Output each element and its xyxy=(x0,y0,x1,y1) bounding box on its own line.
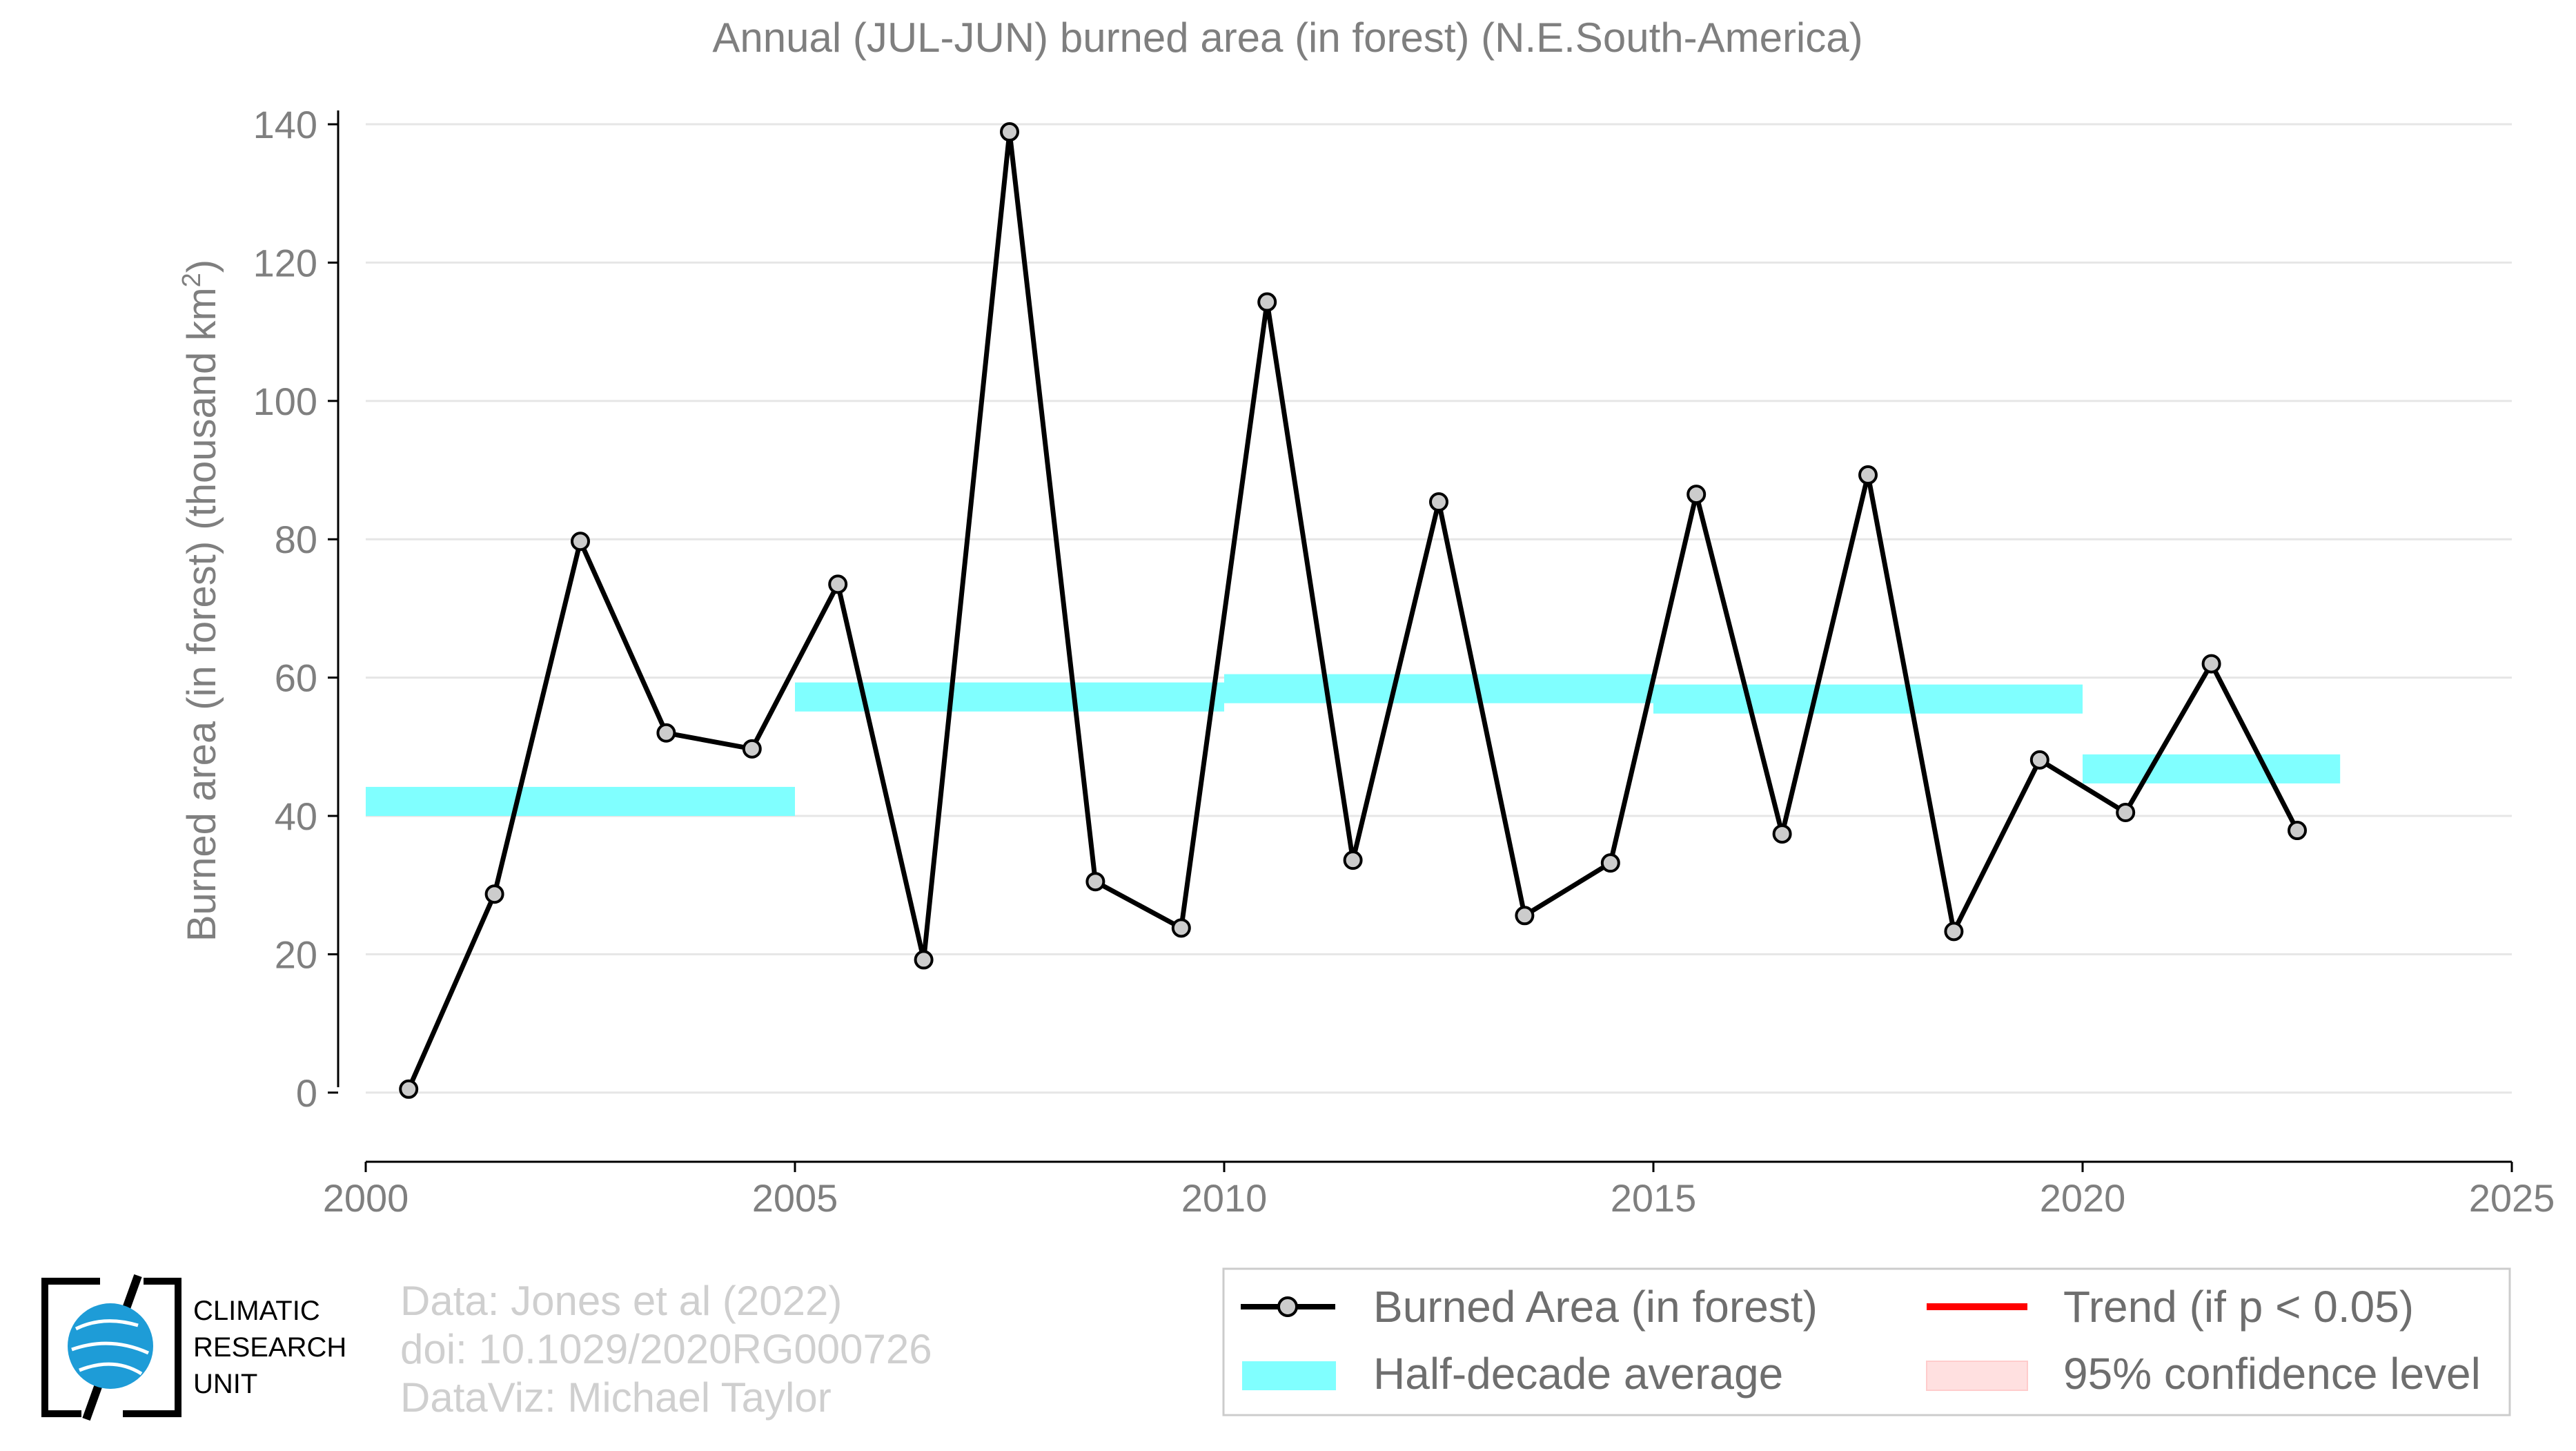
x-tick-label: 2005 xyxy=(752,1176,838,1220)
half-decade-bar xyxy=(366,786,795,817)
globe-swirl-icon xyxy=(71,1319,150,1376)
y-axis-label: Burned area (in forest) (thousand km2) xyxy=(177,260,224,942)
half-decade-bar xyxy=(1224,674,1653,703)
y-tick-label: 140 xyxy=(253,103,317,146)
data-point xyxy=(1343,850,1363,870)
credit-dataviz: DataViz: Michael Taylor xyxy=(400,1374,832,1421)
logo-text-line-1: CLIMATIC xyxy=(193,1296,320,1326)
data-point xyxy=(1429,492,1448,512)
x-tick-label: 2015 xyxy=(1611,1176,1697,1220)
data-point xyxy=(656,723,676,743)
x-tick-label: 2010 xyxy=(1181,1176,1268,1220)
y-tick-label: 100 xyxy=(253,380,317,423)
logo-bracket-right-icon xyxy=(123,1278,181,1417)
cru-logo: CLIMATIC RESEARCH UNIT xyxy=(41,1274,346,1421)
legend-trend-label: Trend (if p < 0.05) xyxy=(2063,1282,2414,1332)
x-tick-label: 2000 xyxy=(323,1176,409,1220)
chart-title: Annual (JUL-JUN) burned area (in forest)… xyxy=(712,14,1862,61)
y-tick-label: 20 xyxy=(275,933,317,976)
data-point xyxy=(2029,750,2049,770)
credit-doi: doi: 10.1029/2020RG000726 xyxy=(400,1326,932,1372)
legend-half-decade-band-icon xyxy=(1242,1361,1336,1390)
grid-lines xyxy=(366,123,2512,1094)
logo-text-line-2: RESEARCH xyxy=(193,1332,346,1363)
data-point xyxy=(1085,872,1105,892)
half-decade-bands xyxy=(366,674,2341,817)
legend: Burned Area (in forest) Trend (if p < 0.… xyxy=(1222,1267,2511,1416)
data-point xyxy=(1171,918,1191,938)
data-point xyxy=(2288,821,2307,841)
y-tick-label: 40 xyxy=(275,795,317,838)
y-axis-label-close: ) xyxy=(179,260,224,273)
data-point xyxy=(914,950,934,970)
data-point xyxy=(1687,485,1707,505)
data-point xyxy=(2116,803,2136,823)
y-ticks: 0 20 40 60 80 100 120 140 xyxy=(253,103,338,1115)
data-point xyxy=(1944,922,1964,942)
y-tick-label: 120 xyxy=(253,241,317,284)
legend-burned-area-marker-icon xyxy=(1277,1296,1298,1317)
data-point xyxy=(571,532,590,552)
data-point xyxy=(828,574,848,594)
data-point xyxy=(484,884,504,904)
y-axis-label-main: Burned area (in forest) (thousand km xyxy=(179,287,224,942)
legend-box xyxy=(1222,1267,2511,1416)
legend-burned-area-label: Burned Area (in forest) xyxy=(1373,1282,1818,1332)
data-point xyxy=(2201,654,2221,674)
data-point xyxy=(1257,292,1277,312)
x-ticks: 2000 2005 2010 2015 2020 2025 xyxy=(323,1162,2555,1220)
data-point xyxy=(1515,906,1535,926)
y-tick-label: 60 xyxy=(275,656,317,700)
legend-half-decade-label: Half-decade average xyxy=(1373,1349,1783,1399)
y-tick-label: 80 xyxy=(275,518,317,561)
burned-area-series xyxy=(399,122,2307,1099)
credits: Data: Jones et al (2022) doi: 10.1029/20… xyxy=(400,1278,932,1421)
x-tick-label: 2025 xyxy=(2469,1176,2555,1220)
axes xyxy=(337,110,2512,1163)
y-axis-label-superscript: 2 xyxy=(177,273,206,287)
logo-text-line-3: UNIT xyxy=(193,1369,257,1399)
logo-bracket-left-icon xyxy=(41,1278,100,1417)
series-line xyxy=(406,129,2300,1091)
legend-confidence-label: 95% confidence level xyxy=(2063,1349,2481,1399)
data-point xyxy=(742,739,762,759)
credit-data: Data: Jones et al (2022) xyxy=(400,1278,842,1324)
half-decade-bar xyxy=(2083,754,2341,783)
data-point xyxy=(1000,122,1019,142)
data-point xyxy=(399,1079,419,1099)
data-point xyxy=(1600,853,1620,873)
y-tick-label: 0 xyxy=(296,1071,317,1115)
data-point xyxy=(1858,465,1878,485)
x-tick-label: 2020 xyxy=(2040,1176,2126,1220)
half-decade-bar xyxy=(1653,684,2083,714)
legend-confidence-band-icon xyxy=(1926,1361,2028,1391)
data-point xyxy=(1772,824,1792,844)
